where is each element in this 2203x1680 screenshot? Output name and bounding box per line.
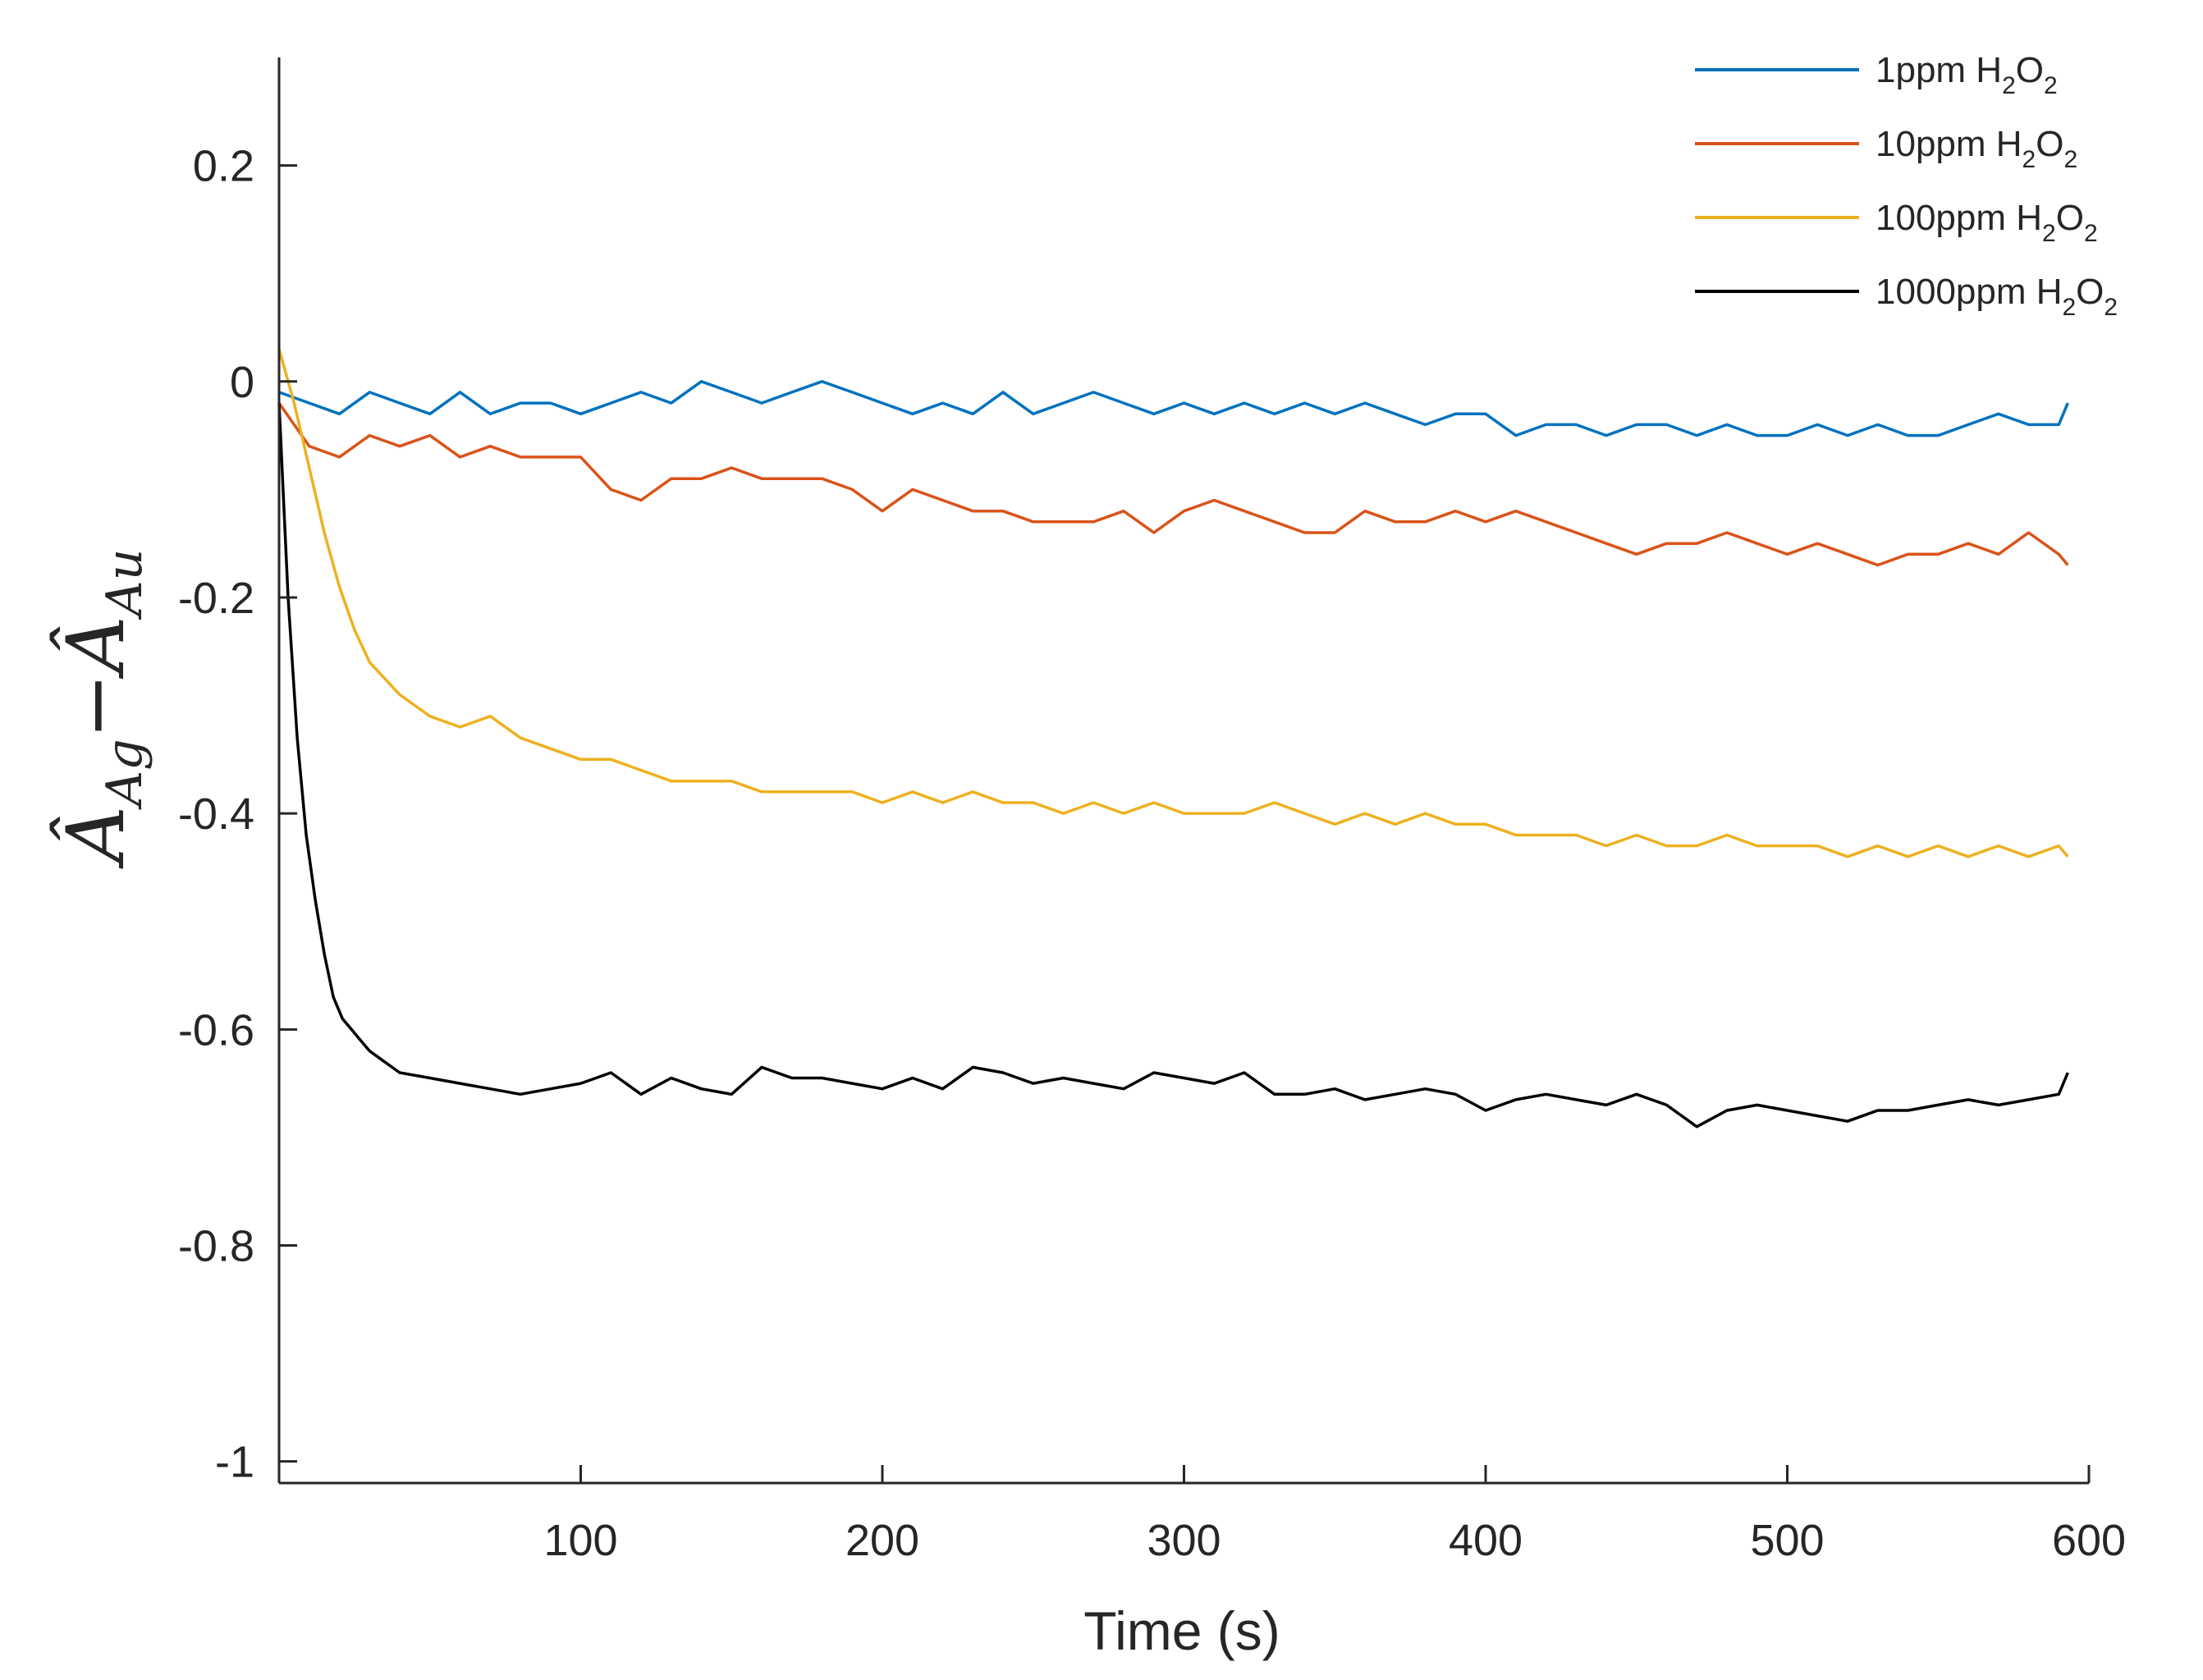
legend-label: 1000ppm H2O2 [1876,272,2118,321]
y-tick-label: -0.6 [178,1005,254,1055]
legend-entry: 1000ppm H2O2 [1695,272,2118,321]
x-tick-label: 400 [1449,1516,1523,1565]
series-layer [277,348,2069,1128]
x-tick-label: 100 [543,1516,617,1565]
legend-label: 100ppm H2O2 [1876,198,2098,247]
legend-label: 10ppm H2O2 [1876,124,2077,173]
y-tick-label: -0.8 [178,1222,254,1271]
y-tick-label: 0.2 [193,142,254,191]
x-ticks: 100 200 300 400 500 600 [543,1465,2126,1565]
y-tick-label: -0.4 [178,790,254,839]
legend-label-sub2: 2 [2084,220,2098,247]
legend-label-sub2: 2 [2063,146,2077,173]
legend-label-sub1: 2 [2002,72,2016,99]
series-line-3 [277,348,2069,858]
series-line-4 [277,403,2069,1128]
legend-entry: 1ppm H2O2 [1695,50,2058,99]
legend-label: 1ppm H2O2 [1876,50,2058,99]
y-tick-label: 0 [230,358,254,407]
series-line-2 [277,402,2069,567]
y-axis-title-s2: Au [96,549,153,620]
legend-label-mid: O [2016,50,2044,90]
y-axis-title-minus: − [50,673,142,739]
y-axis-title-a2: Â [50,616,142,680]
legend-label-prefix: 1ppm H [1876,50,2002,90]
legend-label-sub1: 2 [2042,220,2056,247]
y-tick-label: -0.2 [178,574,254,623]
legend-label-mid: O [2036,124,2063,164]
legend-label-sub1: 2 [2062,294,2076,321]
legend-entry: 100ppm H2O2 [1695,198,2098,247]
series-line-1 [278,380,2069,437]
x-tick-label: 600 [2052,1516,2126,1565]
legend-label-prefix: 100ppm H [1876,198,2042,238]
legend-label-prefix: 10ppm H [1876,124,2022,164]
y-axis-title: ÂAg−ÂAu [50,549,153,870]
y-axis-title-a1: Â [50,806,142,869]
legend-label-sub2: 2 [2044,72,2058,99]
y-tick-label: -1 [215,1438,254,1487]
y-axis-title-text: ÂAg−ÂAu [50,549,153,870]
y-ticks: 0.2 0 -0.2 -0.4 -0.6 -0.8 -1 [178,142,297,1487]
legend-label-prefix: 1000ppm H [1876,272,2062,312]
x-tick-label: 300 [1147,1516,1221,1565]
x-tick-label: 200 [845,1516,919,1565]
x-axis-title: Time (s) [1083,1600,1280,1661]
x-tick-label: 500 [1750,1516,1824,1565]
legend-label-mid: O [2056,198,2084,238]
legend-entry: 10ppm H2O2 [1695,124,2077,173]
legend-label-sub2: 2 [2104,294,2118,321]
legend-label-sub1: 2 [2022,146,2036,173]
y-axis-title-s1: Ag [96,739,153,810]
legend-label-mid: O [2076,272,2104,312]
